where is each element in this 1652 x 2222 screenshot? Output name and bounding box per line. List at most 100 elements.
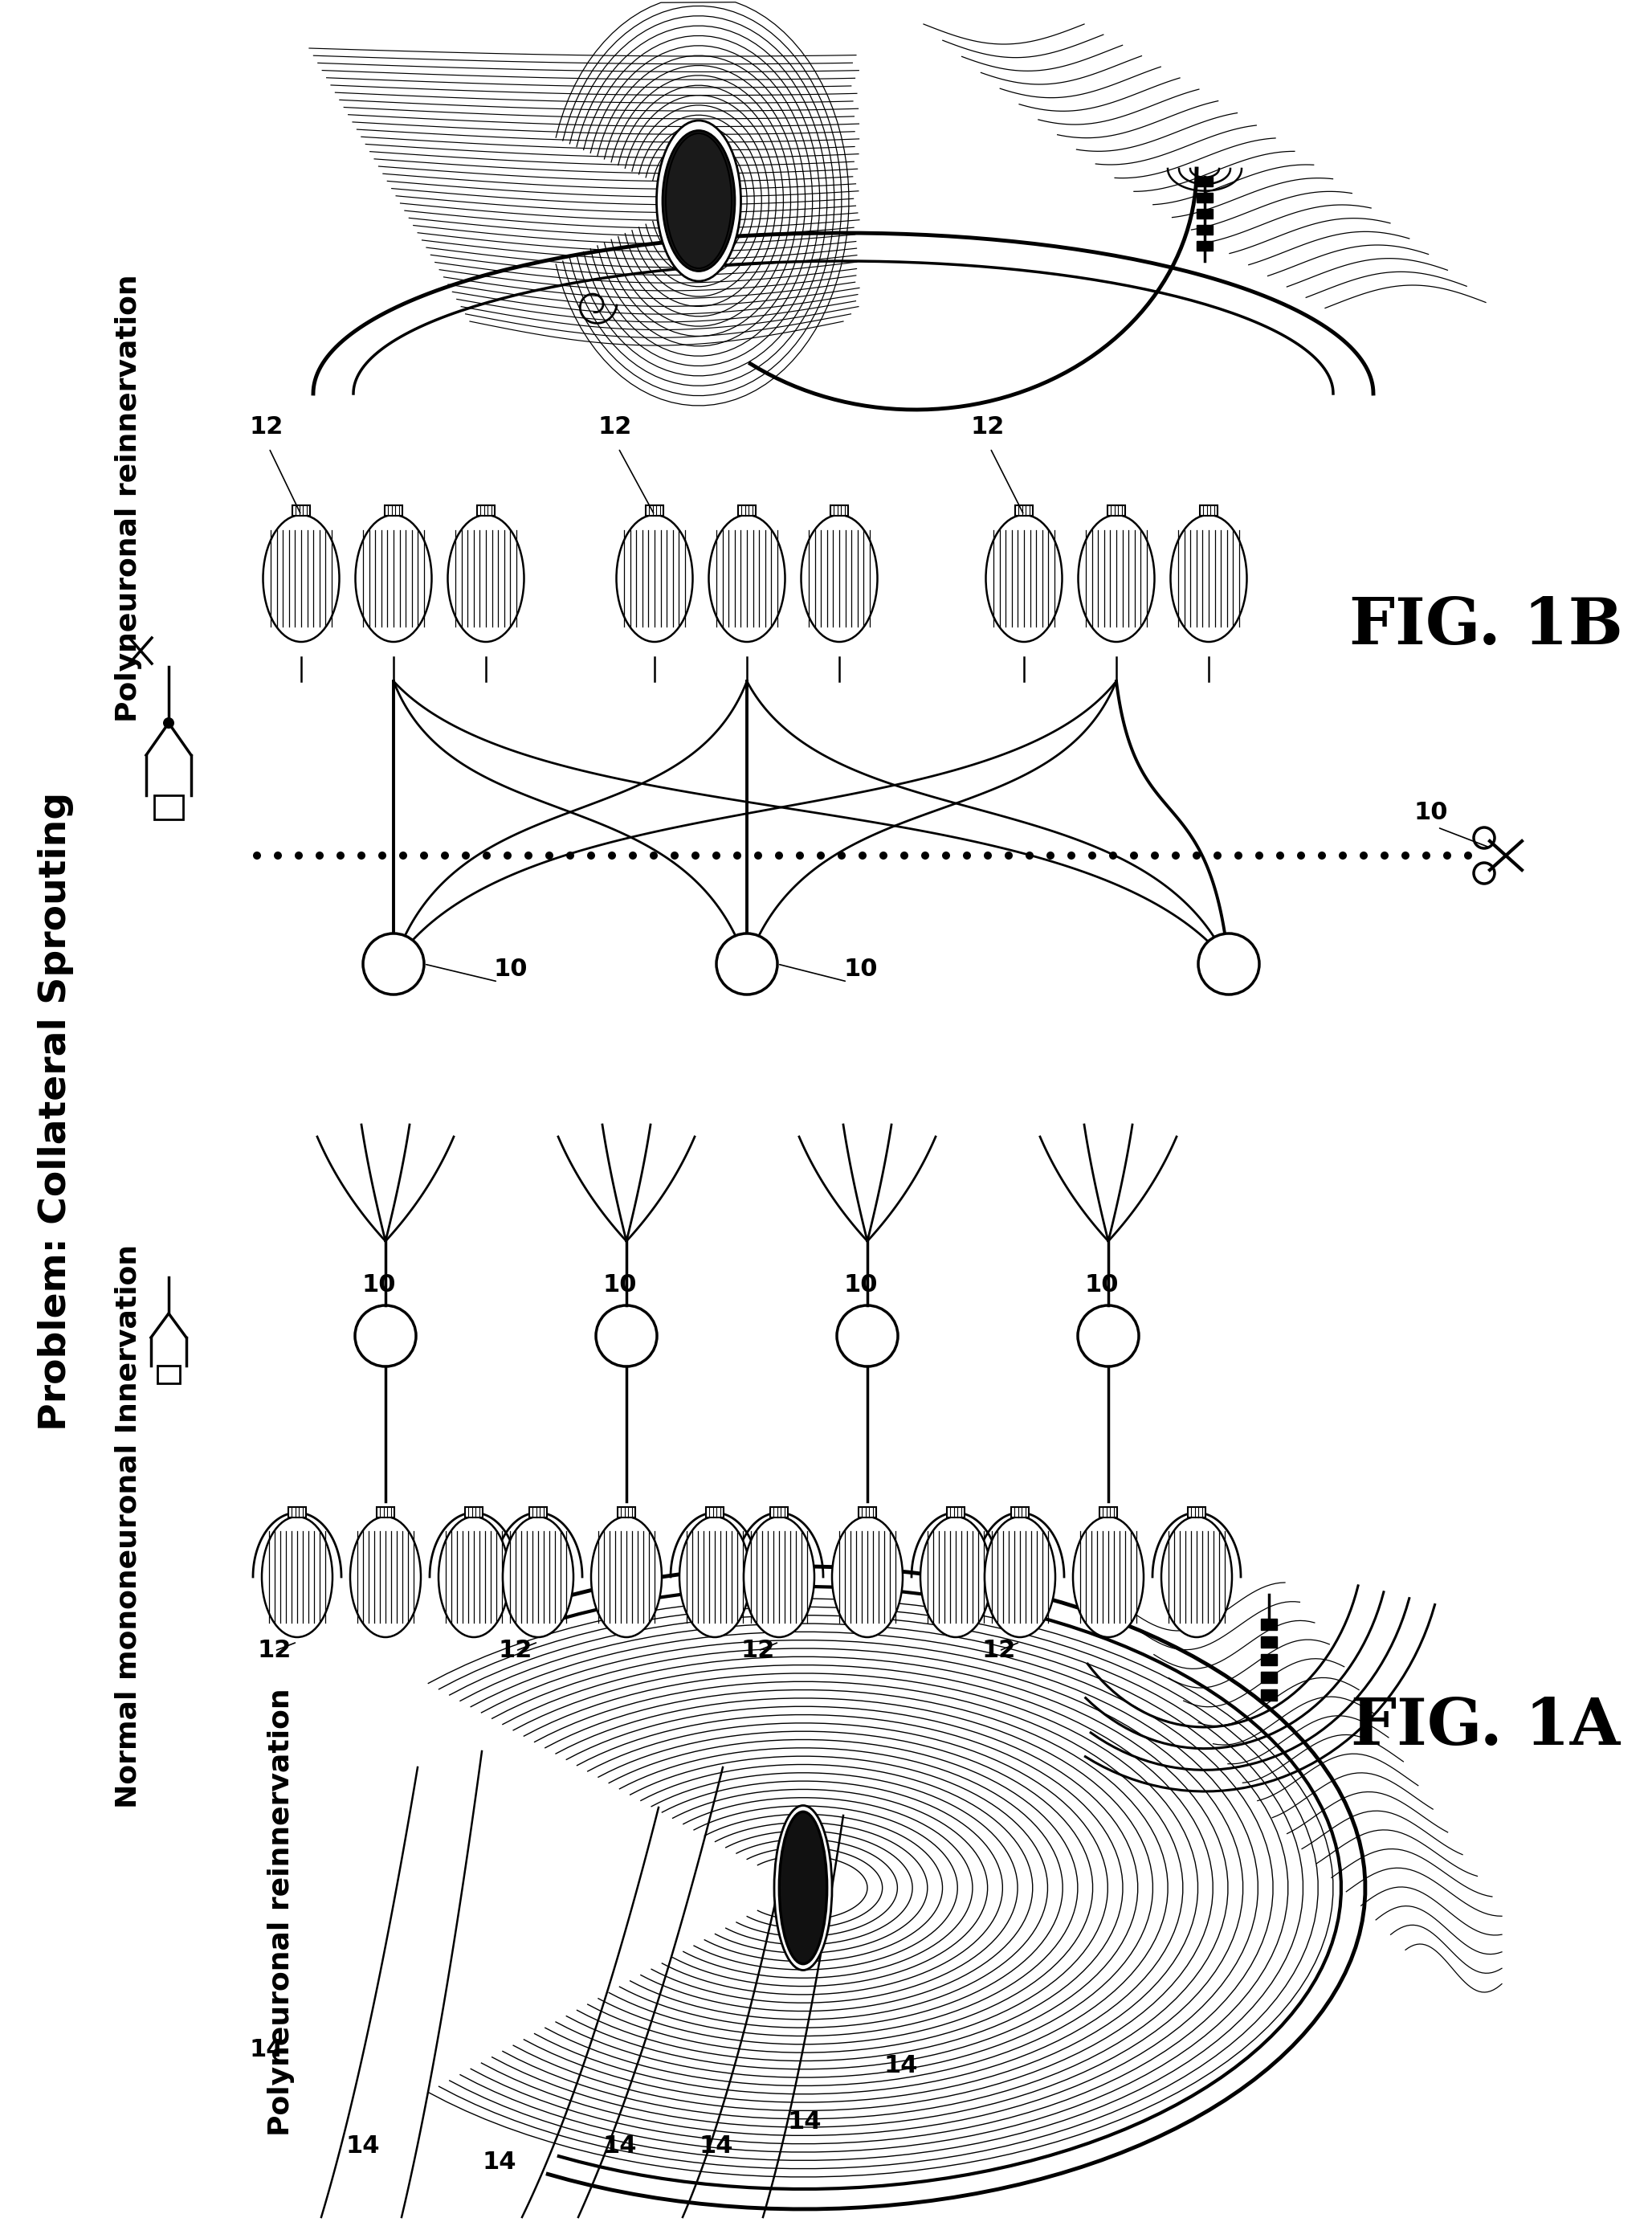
Bar <box>477 504 494 516</box>
Circle shape <box>463 851 469 860</box>
Ellipse shape <box>662 131 735 271</box>
Circle shape <box>482 851 491 860</box>
Text: 10: 10 <box>1414 800 1447 824</box>
Ellipse shape <box>616 516 692 642</box>
Circle shape <box>859 851 867 860</box>
Circle shape <box>316 851 324 860</box>
Ellipse shape <box>1171 516 1247 642</box>
Text: 14: 14 <box>345 2135 380 2158</box>
Circle shape <box>1026 851 1034 860</box>
Text: Polyneuronal reinnervation: Polyneuronal reinnervation <box>116 273 142 722</box>
Text: 14: 14 <box>786 2111 821 2133</box>
Text: Polyneuronal reinnervation: Polyneuronal reinnervation <box>268 1689 294 2135</box>
Circle shape <box>1046 851 1054 860</box>
Bar <box>1196 193 1213 202</box>
Circle shape <box>985 851 991 860</box>
Text: 10: 10 <box>1084 1273 1118 1298</box>
Circle shape <box>692 851 699 860</box>
Circle shape <box>712 851 720 860</box>
Circle shape <box>963 851 971 860</box>
Circle shape <box>1077 1304 1138 1367</box>
Bar <box>738 504 755 516</box>
Ellipse shape <box>355 516 431 642</box>
Ellipse shape <box>1072 1518 1143 1638</box>
Circle shape <box>1318 851 1327 860</box>
Bar <box>1199 504 1218 516</box>
Text: 10: 10 <box>494 958 529 980</box>
Bar <box>385 504 403 516</box>
Circle shape <box>253 851 261 860</box>
Circle shape <box>796 851 805 860</box>
Circle shape <box>524 851 532 860</box>
Text: FIG. 1B: FIG. 1B <box>1350 595 1622 658</box>
Ellipse shape <box>775 1806 833 1971</box>
Circle shape <box>753 851 762 860</box>
Ellipse shape <box>261 1518 332 1638</box>
Circle shape <box>357 851 365 860</box>
Circle shape <box>1297 851 1305 860</box>
Circle shape <box>1444 851 1450 860</box>
Ellipse shape <box>801 516 877 642</box>
Circle shape <box>596 1304 657 1367</box>
Bar <box>770 1507 788 1518</box>
Circle shape <box>586 851 595 860</box>
Circle shape <box>567 851 575 860</box>
Ellipse shape <box>666 133 732 269</box>
Circle shape <box>1338 851 1346 860</box>
Circle shape <box>733 851 742 860</box>
Circle shape <box>504 851 512 860</box>
Ellipse shape <box>780 1813 826 1964</box>
Text: 10: 10 <box>843 1273 877 1298</box>
Bar <box>1196 240 1213 251</box>
Circle shape <box>355 1304 416 1367</box>
Text: 10: 10 <box>362 1273 395 1298</box>
Ellipse shape <box>1079 516 1155 642</box>
Circle shape <box>1275 851 1284 860</box>
Bar <box>646 504 664 516</box>
Circle shape <box>1193 851 1201 860</box>
Circle shape <box>1171 851 1180 860</box>
Text: 14: 14 <box>603 2135 636 2158</box>
Text: 12: 12 <box>970 416 1004 438</box>
Ellipse shape <box>679 1518 750 1638</box>
Ellipse shape <box>350 1518 421 1638</box>
Ellipse shape <box>833 1518 902 1638</box>
Circle shape <box>1360 851 1368 860</box>
Ellipse shape <box>780 1811 828 1964</box>
Circle shape <box>164 718 173 729</box>
Text: 12: 12 <box>497 1640 532 1662</box>
Circle shape <box>1067 851 1075 860</box>
Text: 10: 10 <box>603 1273 636 1298</box>
Circle shape <box>717 933 778 995</box>
Bar <box>154 795 183 820</box>
Bar <box>289 1507 306 1518</box>
Bar <box>1260 1618 1277 1631</box>
Circle shape <box>1089 851 1097 860</box>
Circle shape <box>420 851 428 860</box>
Bar <box>1260 1689 1277 1700</box>
Circle shape <box>400 851 406 860</box>
Bar <box>464 1507 482 1518</box>
Circle shape <box>1381 851 1389 860</box>
Circle shape <box>838 1304 899 1367</box>
Circle shape <box>649 851 657 860</box>
Circle shape <box>1151 851 1160 860</box>
Circle shape <box>1401 851 1409 860</box>
Circle shape <box>294 851 302 860</box>
Circle shape <box>838 851 846 860</box>
Bar <box>831 504 847 516</box>
Text: 12: 12 <box>981 1640 1016 1662</box>
Ellipse shape <box>920 1518 991 1638</box>
Bar <box>947 1507 965 1518</box>
Text: 12: 12 <box>740 1640 775 1662</box>
Ellipse shape <box>986 516 1062 642</box>
Text: 14: 14 <box>249 2038 282 2062</box>
Bar <box>292 504 311 516</box>
Circle shape <box>900 851 909 860</box>
Circle shape <box>1004 851 1013 860</box>
Circle shape <box>337 851 345 860</box>
Bar <box>1014 504 1032 516</box>
Bar <box>1100 1507 1117 1518</box>
Circle shape <box>363 933 425 995</box>
Circle shape <box>816 851 824 860</box>
